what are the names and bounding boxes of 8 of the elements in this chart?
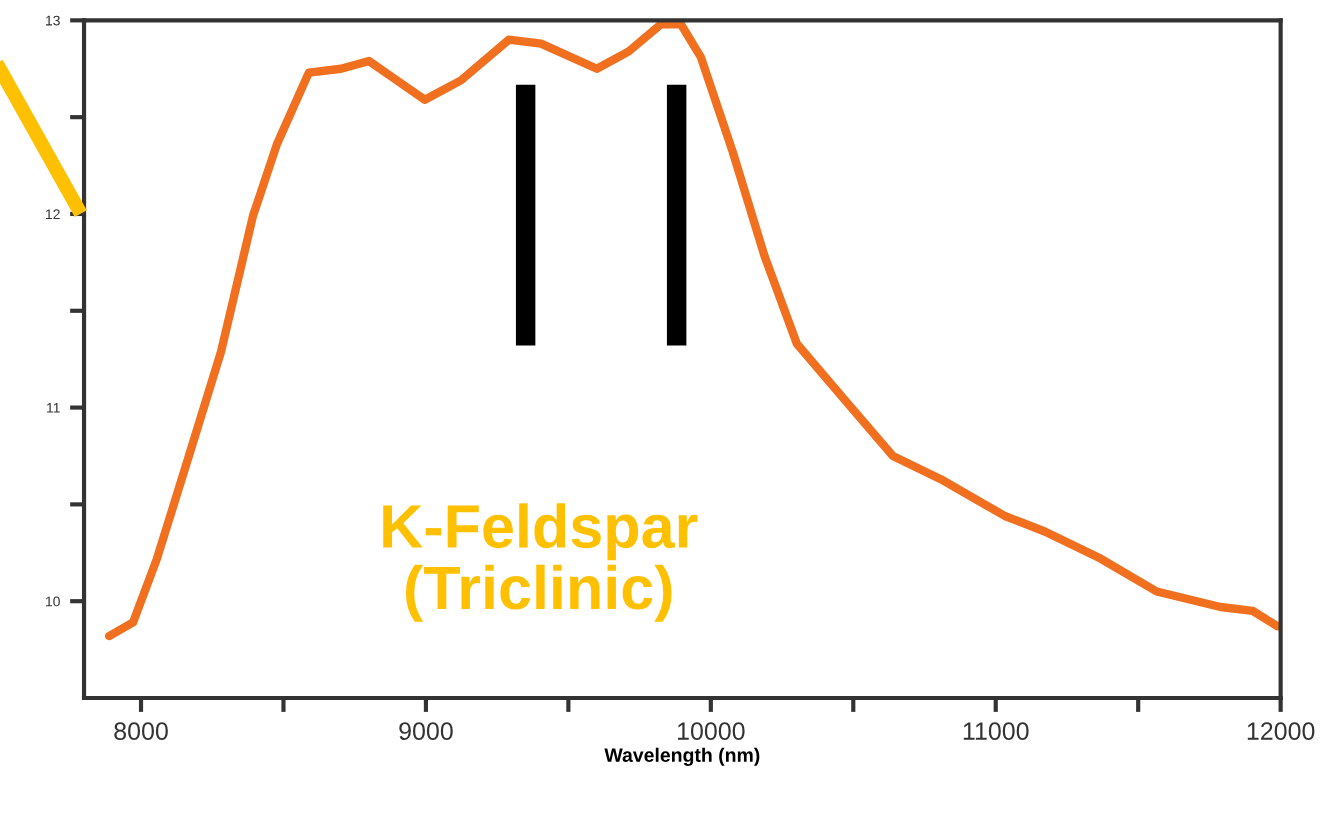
x-tick-label: 8000 bbox=[114, 722, 168, 740]
x-axis-title: Wavelength (nm) bbox=[604, 747, 760, 766]
x-tick-label: 12000 bbox=[1247, 722, 1315, 740]
annotation: K-Feldspar (Triclinic) bbox=[383, 503, 698, 622]
x-tick-label: 9000 bbox=[399, 722, 453, 740]
x-tick-label: 10000 bbox=[677, 722, 745, 740]
line-series bbox=[104, 20, 1281, 641]
x-tick-label: 11000 bbox=[963, 722, 1029, 740]
